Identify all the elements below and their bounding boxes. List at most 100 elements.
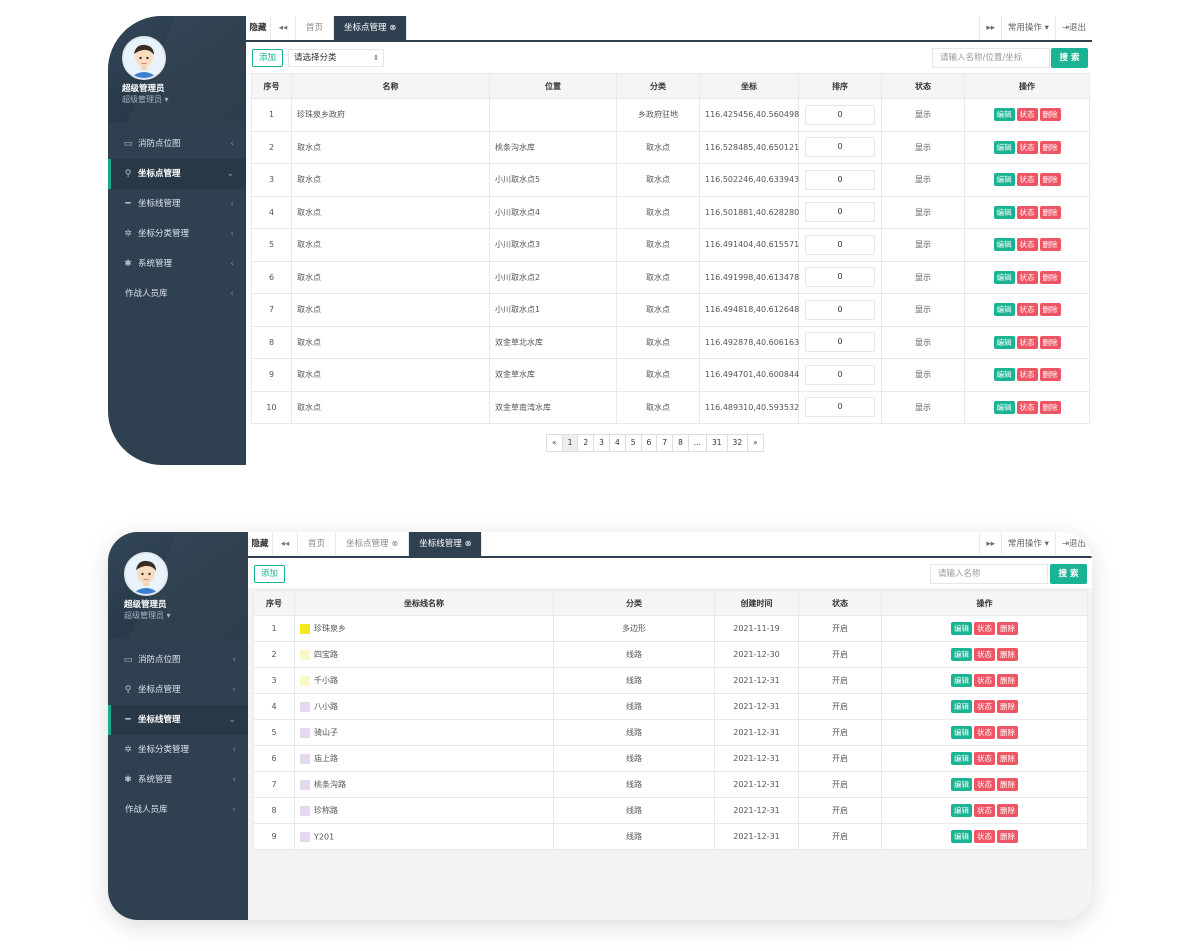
hide-sidebar-button[interactable]: 隐藏 bbox=[248, 532, 273, 556]
status-button[interactable]: 状态 bbox=[974, 674, 995, 687]
edit-button[interactable]: 编辑 bbox=[993, 303, 1015, 317]
pagination-item[interactable]: « bbox=[546, 434, 563, 452]
pagination-item[interactable]: 1 bbox=[561, 434, 579, 452]
edit-button[interactable]: 编辑 bbox=[951, 778, 972, 791]
add-button[interactable]: 添加 bbox=[254, 565, 286, 583]
pagination-item[interactable]: 32 bbox=[726, 434, 749, 452]
delete-button[interactable]: 删除 bbox=[1039, 140, 1061, 154]
edit-button[interactable]: 编辑 bbox=[993, 108, 1015, 122]
avatar[interactable] bbox=[124, 552, 168, 596]
status-button[interactable]: 状态 bbox=[1016, 108, 1038, 122]
sort-input[interactable]: 0 bbox=[805, 137, 875, 158]
search-button[interactable]: 搜 索 bbox=[1050, 564, 1087, 584]
delete-button[interactable]: 删除 bbox=[997, 622, 1018, 635]
edit-button[interactable]: 编辑 bbox=[951, 804, 972, 817]
sort-input[interactable]: 0 bbox=[805, 397, 875, 418]
sort-input[interactable]: 0 bbox=[805, 234, 875, 255]
delete-button[interactable]: 删除 bbox=[1039, 400, 1061, 414]
tab-close-icon[interactable]: ⊗ bbox=[391, 539, 399, 548]
edit-button[interactable]: 编辑 bbox=[993, 205, 1015, 219]
status-button[interactable]: 状态 bbox=[1016, 205, 1038, 219]
delete-button[interactable]: 删除 bbox=[1039, 108, 1061, 122]
sidebar-item[interactable]: 作战人员库 ‹ bbox=[108, 795, 248, 825]
delete-button[interactable]: 删除 bbox=[1039, 173, 1061, 187]
delete-button[interactable]: 删除 bbox=[1039, 368, 1061, 382]
sidebar-item[interactable]: ✱ 系统管理 ‹ bbox=[108, 765, 248, 795]
delete-button[interactable]: 删除 bbox=[997, 674, 1018, 687]
status-button[interactable]: 状态 bbox=[1016, 335, 1038, 349]
pagination-item[interactable]: 8 bbox=[672, 434, 689, 452]
sort-input[interactable]: 0 bbox=[805, 202, 875, 223]
delete-button[interactable]: 删除 bbox=[1039, 335, 1061, 349]
edit-button[interactable]: 编辑 bbox=[993, 173, 1015, 187]
edit-button[interactable]: 编辑 bbox=[951, 674, 972, 687]
edit-button[interactable]: 编辑 bbox=[993, 270, 1015, 284]
pagination-item[interactable]: 4 bbox=[608, 434, 626, 452]
delete-button[interactable]: 删除 bbox=[997, 648, 1018, 661]
tab-close-icon[interactable]: ⊗ bbox=[464, 539, 472, 548]
add-button[interactable]: 添加 bbox=[252, 49, 284, 67]
delete-button[interactable]: 删除 bbox=[1039, 205, 1061, 219]
status-button[interactable]: 状态 bbox=[1016, 173, 1038, 187]
status-button[interactable]: 状态 bbox=[1016, 303, 1038, 317]
tab-scroll-right-icon[interactable]: ▸▸ bbox=[979, 532, 1001, 556]
pagination-item[interactable]: 3 bbox=[593, 434, 610, 452]
pagination-item[interactable]: 2 bbox=[577, 434, 595, 452]
search-button[interactable]: 搜 索 bbox=[1051, 48, 1088, 68]
tab-home[interactable]: 首页 bbox=[296, 16, 335, 40]
delete-button[interactable]: 删除 bbox=[997, 830, 1018, 843]
sidebar-item[interactable]: ━ 坐标线管理 ⌄ bbox=[108, 705, 248, 735]
sort-input[interactable]: 0 bbox=[805, 364, 875, 385]
pagination-item[interactable]: 6 bbox=[640, 434, 658, 452]
delete-button[interactable]: 删除 bbox=[1039, 270, 1061, 284]
status-button[interactable]: 状态 bbox=[1016, 270, 1038, 284]
common-operations-dropdown[interactable]: 常用操作 ▾ bbox=[1000, 16, 1055, 40]
sidebar-item[interactable]: ⚲ 坐标点管理 ⌄ bbox=[108, 159, 246, 189]
edit-button[interactable]: 编辑 bbox=[951, 700, 972, 713]
tab-scroll-left-icon[interactable]: ◂◂ bbox=[271, 16, 296, 40]
status-button[interactable]: 状态 bbox=[974, 804, 995, 817]
sidebar-item[interactable]: ▭ 消防点位图 ‹ bbox=[108, 645, 248, 675]
pagination-item[interactable]: 5 bbox=[624, 434, 642, 452]
delete-button[interactable]: 删除 bbox=[997, 700, 1018, 713]
edit-button[interactable]: 编辑 bbox=[951, 752, 972, 765]
delete-button[interactable]: 删除 bbox=[997, 726, 1018, 739]
category-select[interactable]: 请选择分类 ⇕ bbox=[288, 49, 384, 67]
tab-coordinate-point-management[interactable]: 坐标点管理 ⊗ bbox=[334, 16, 408, 40]
delete-button[interactable]: 删除 bbox=[1039, 303, 1061, 317]
search-input[interactable]: 请输入名称/位置/坐标 bbox=[932, 48, 1050, 68]
edit-button[interactable]: 编辑 bbox=[993, 368, 1015, 382]
delete-button[interactable]: 删除 bbox=[997, 752, 1018, 765]
status-button[interactable]: 状态 bbox=[974, 726, 995, 739]
status-button[interactable]: 状态 bbox=[1016, 400, 1038, 414]
status-button[interactable]: 状态 bbox=[974, 700, 995, 713]
edit-button[interactable]: 编辑 bbox=[951, 622, 972, 635]
sidebar-item[interactable]: ✲ 坐标分类管理 ‹ bbox=[108, 219, 246, 249]
avatar[interactable] bbox=[122, 36, 166, 80]
status-button[interactable]: 状态 bbox=[974, 648, 995, 661]
sort-input[interactable]: 0 bbox=[805, 169, 875, 190]
tab-home[interactable]: 首页 bbox=[298, 532, 337, 556]
status-button[interactable]: 状态 bbox=[1016, 368, 1038, 382]
edit-button[interactable]: 编辑 bbox=[993, 238, 1015, 252]
delete-button[interactable]: 删除 bbox=[1039, 238, 1061, 252]
delete-button[interactable]: 删除 bbox=[997, 804, 1018, 817]
edit-button[interactable]: 编辑 bbox=[951, 648, 972, 661]
profile-role-dropdown[interactable]: 超级管理员 ▾ bbox=[122, 95, 169, 104]
pagination-item[interactable]: 7 bbox=[656, 434, 674, 452]
tab-scroll-left-icon[interactable]: ◂◂ bbox=[273, 532, 298, 556]
edit-button[interactable]: 编辑 bbox=[951, 726, 972, 739]
profile-role-dropdown[interactable]: 超级管理员 ▾ bbox=[124, 611, 171, 620]
sidebar-item[interactable]: ✱ 系统管理 ‹ bbox=[108, 249, 246, 279]
edit-button[interactable]: 编辑 bbox=[993, 335, 1015, 349]
status-button[interactable]: 状态 bbox=[1016, 238, 1038, 252]
pagination-item[interactable]: » bbox=[747, 434, 764, 452]
edit-button[interactable]: 编辑 bbox=[993, 400, 1015, 414]
sidebar-item[interactable]: 作战人员库 ‹ bbox=[108, 279, 246, 309]
hide-sidebar-button[interactable]: 隐藏 bbox=[246, 16, 271, 40]
sort-input[interactable]: 0 bbox=[805, 332, 875, 353]
status-button[interactable]: 状态 bbox=[974, 830, 995, 843]
sidebar-item[interactable]: ⚲ 坐标点管理 ‹ bbox=[108, 675, 248, 705]
tab-coordinate-point-management[interactable]: 坐标点管理 ⊗ bbox=[336, 532, 410, 556]
logout-button[interactable]: ⇥退出 bbox=[1054, 16, 1092, 40]
